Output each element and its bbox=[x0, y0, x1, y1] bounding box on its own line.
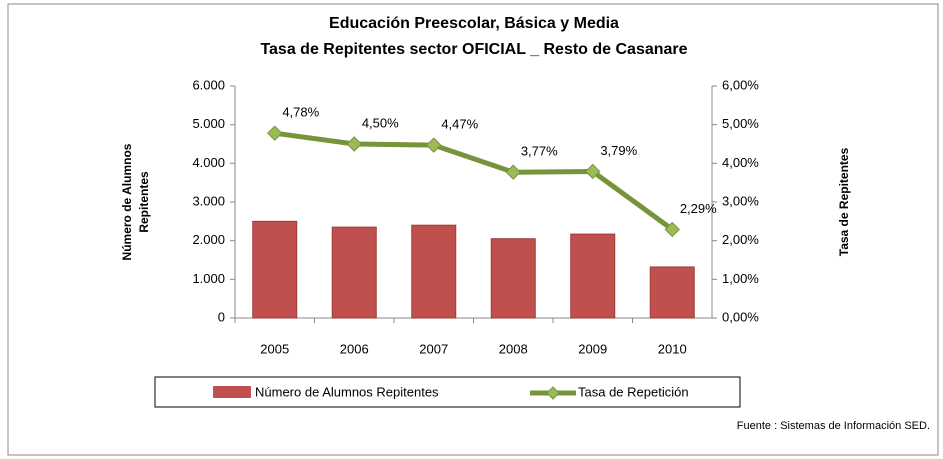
source-note: Fuente : Sistemas de Información SED. bbox=[737, 420, 930, 432]
marker bbox=[267, 125, 283, 141]
marker bbox=[346, 136, 362, 152]
y2-tick-label: 5,00% bbox=[722, 116, 759, 131]
y-axis-title: Número de Alumnos bbox=[120, 143, 134, 260]
bar bbox=[570, 233, 616, 319]
marker bbox=[585, 163, 601, 180]
y-axis-title: Repitentes bbox=[137, 171, 151, 233]
y-tick-label: 3.000 bbox=[192, 193, 225, 208]
data-label: 4,50% bbox=[362, 115, 399, 130]
legend-marker bbox=[546, 386, 560, 400]
bar bbox=[490, 238, 536, 319]
x-tick-label: 2008 bbox=[499, 341, 528, 356]
data-label: 3,77% bbox=[521, 144, 558, 159]
legend-label: Tasa de Repetición bbox=[578, 384, 689, 399]
data-label: 2,29% bbox=[680, 201, 717, 216]
y2-axis-title: Tasa de Repitentes bbox=[837, 147, 851, 256]
bar bbox=[252, 220, 298, 319]
y-tick-label: 0 bbox=[218, 309, 225, 324]
chart-title: Tasa de Repitentes sector OFICIAL _ Rest… bbox=[260, 41, 687, 58]
line bbox=[274, 130, 674, 232]
legend bbox=[154, 376, 741, 408]
y-tick-label: 5.000 bbox=[192, 116, 225, 131]
y-tick-label: 4.000 bbox=[192, 155, 225, 170]
x-tick-label: 2010 bbox=[658, 341, 687, 356]
x-tick-label: 2007 bbox=[419, 341, 448, 356]
legend-label: Número de Alumnos Repitentes bbox=[255, 384, 439, 399]
data-label: 4,78% bbox=[282, 105, 319, 120]
legend-swatch bbox=[213, 386, 251, 398]
marker bbox=[426, 137, 442, 153]
x-tick-label: 2006 bbox=[340, 341, 369, 356]
y2-tick-label: 4,00% bbox=[722, 155, 759, 170]
y-tick-label: 1.000 bbox=[192, 271, 225, 286]
y2-tick-label: 2,00% bbox=[722, 232, 759, 247]
bar bbox=[411, 224, 457, 319]
y-tick-label: 6.000 bbox=[192, 77, 225, 92]
y2-tick-label: 6,00% bbox=[722, 77, 759, 92]
y-tick-label: 2.000 bbox=[192, 232, 225, 247]
data-label: 4,47% bbox=[441, 117, 478, 132]
bar bbox=[649, 266, 695, 319]
y2-tick-label: 0,00% bbox=[722, 309, 759, 324]
marker bbox=[505, 164, 521, 180]
data-label: 3,79% bbox=[600, 143, 637, 158]
chart-title: Educación Preescolar, Básica y Media bbox=[329, 15, 619, 32]
y2-tick-label: 1,00% bbox=[722, 271, 759, 286]
bar bbox=[331, 226, 377, 319]
y2-tick-label: 3,00% bbox=[722, 193, 759, 208]
x-tick-label: 2009 bbox=[578, 341, 607, 356]
x-tick-label: 2005 bbox=[260, 341, 289, 356]
marker bbox=[664, 221, 680, 238]
